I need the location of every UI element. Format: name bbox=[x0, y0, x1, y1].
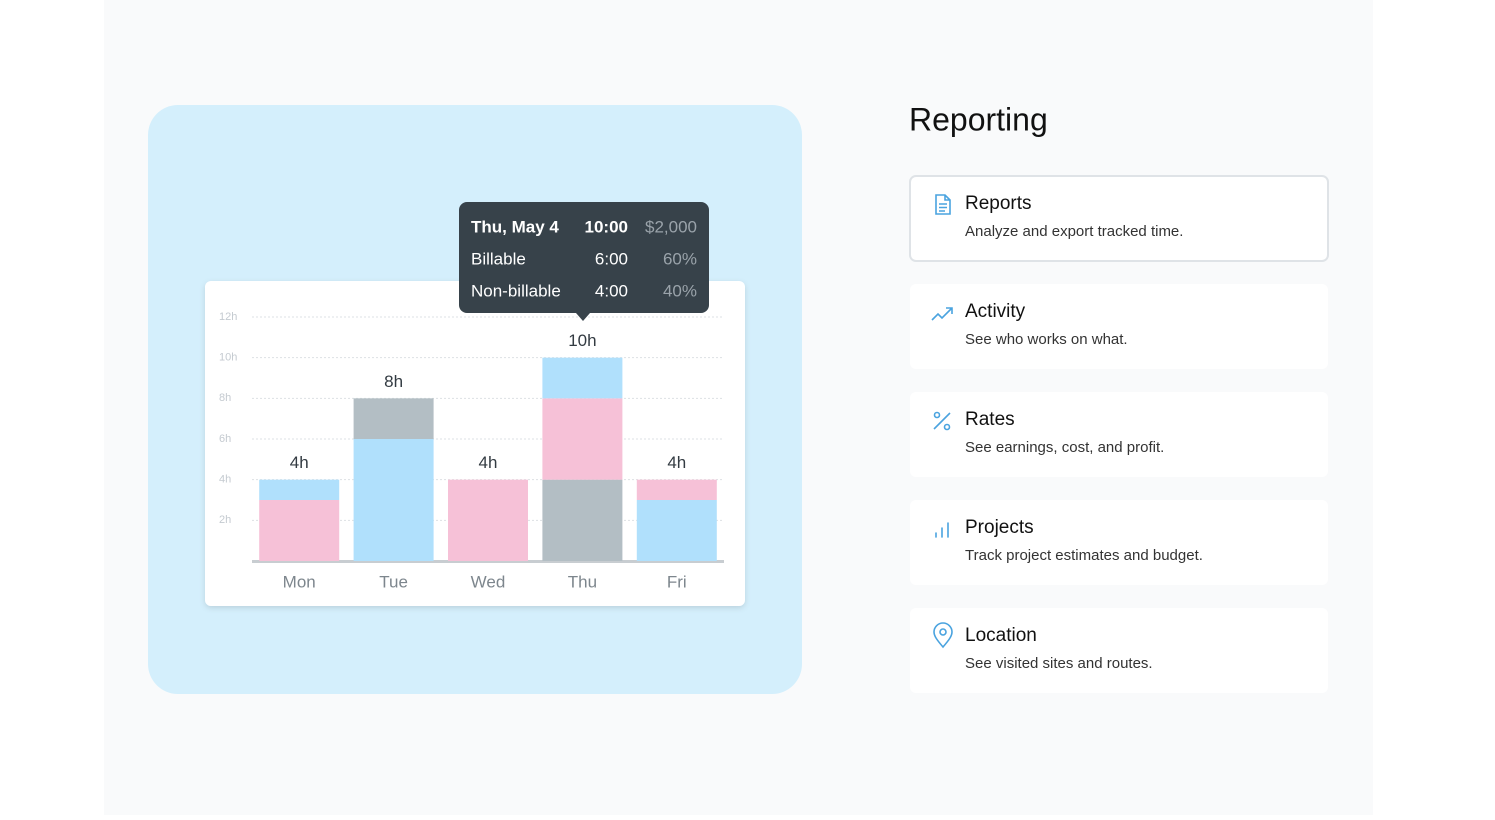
feature-card bbox=[910, 392, 1328, 477]
feature-title: Rates bbox=[965, 409, 1015, 430]
icons bbox=[931, 194, 953, 649]
feature-description: Track project estimates and budget. bbox=[965, 547, 1203, 564]
feature-description: See who works on what. bbox=[965, 331, 1128, 348]
feature-title: Projects bbox=[965, 517, 1034, 538]
chart: 2h 4h 6h 8h 10h 12h Mon 4h Tue 8h Wed 4h Thu 10h Fri 4h bbox=[219, 311, 724, 591]
icon-reports bbox=[935, 194, 951, 215]
feature-description: Analyze and export tracked time. bbox=[965, 223, 1183, 240]
bar-segment bbox=[353, 398, 434, 439]
tooltip-text: 40% bbox=[663, 281, 697, 300]
bar-segment bbox=[542, 357, 623, 399]
x-tick-label: Wed bbox=[471, 572, 506, 591]
tooltip-text: 60% bbox=[663, 249, 697, 268]
feature-card bbox=[909, 175, 1329, 262]
bar-segment bbox=[353, 439, 434, 561]
icon-rates-dot bbox=[943, 423, 951, 431]
feature-list: Reports Analyze and export tracked time. A… bbox=[909, 175, 1329, 693]
tooltip: Thu, May 4 10:00 $2,000 Billable 6:00 60% Non-… bbox=[459, 202, 709, 321]
x-tick-label: Mon bbox=[283, 572, 316, 591]
bar-segment bbox=[259, 500, 340, 561]
tooltip-box bbox=[459, 202, 709, 313]
y-tick-label: 10h bbox=[219, 352, 237, 364]
y-tick-label: 8h bbox=[219, 392, 231, 404]
icon-rates bbox=[933, 412, 951, 430]
bar-segment bbox=[542, 398, 623, 480]
tooltip-text: 6:00 bbox=[595, 249, 628, 268]
bar-segment bbox=[259, 479, 340, 500]
y-tick-label: 12h bbox=[219, 311, 237, 323]
y-tick-label: 4h bbox=[219, 474, 231, 486]
bar-segment bbox=[636, 479, 717, 500]
value-label: 4h bbox=[290, 453, 309, 472]
bar-segment bbox=[636, 500, 717, 561]
feature-description: See earnings, cost, and profit. bbox=[965, 439, 1164, 456]
icon-location bbox=[933, 622, 953, 649]
feature-card bbox=[910, 500, 1328, 585]
tooltip-text: $2,000 bbox=[645, 217, 697, 236]
icon-activity bbox=[931, 307, 953, 321]
value-label: 10h bbox=[568, 331, 596, 350]
value-label: 4h bbox=[479, 453, 498, 472]
feature-card bbox=[910, 284, 1328, 369]
value-label: 8h bbox=[384, 372, 403, 391]
feature-title: Activity bbox=[965, 301, 1026, 322]
icon-projects bbox=[935, 522, 949, 538]
tooltip-text: Billable bbox=[471, 249, 526, 268]
feature-title: Reports bbox=[965, 193, 1032, 214]
feature-title: Location bbox=[965, 625, 1037, 646]
bar-segment bbox=[448, 479, 528, 561]
feature-description: See visited sites and routes. bbox=[965, 655, 1153, 672]
y-tick-label: 2h bbox=[219, 514, 231, 526]
tooltip-text: Non-billable bbox=[471, 281, 561, 300]
tooltip-text: 10:00 bbox=[585, 217, 628, 236]
feature-card bbox=[910, 608, 1328, 693]
x-tick-label: Fri bbox=[667, 572, 687, 591]
bar-segment bbox=[542, 479, 623, 561]
tooltip-arrow bbox=[576, 313, 590, 321]
x-tick-label: Tue bbox=[379, 572, 408, 591]
x-tick-label: Thu bbox=[568, 572, 597, 591]
section-title: Reporting bbox=[909, 101, 1048, 137]
icon-location-dot bbox=[939, 628, 947, 636]
icon-rates-dot bbox=[933, 411, 941, 419]
value-label: 4h bbox=[667, 453, 686, 472]
tooltip-text: 4:00 bbox=[595, 281, 628, 300]
tooltip-text: Thu, May 4 bbox=[471, 217, 559, 236]
y-tick-label: 6h bbox=[219, 433, 231, 445]
